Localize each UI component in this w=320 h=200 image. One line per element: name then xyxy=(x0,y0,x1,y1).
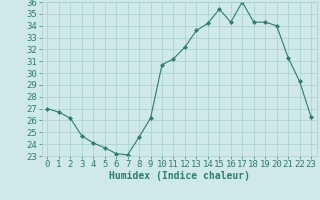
X-axis label: Humidex (Indice chaleur): Humidex (Indice chaleur) xyxy=(109,171,250,181)
